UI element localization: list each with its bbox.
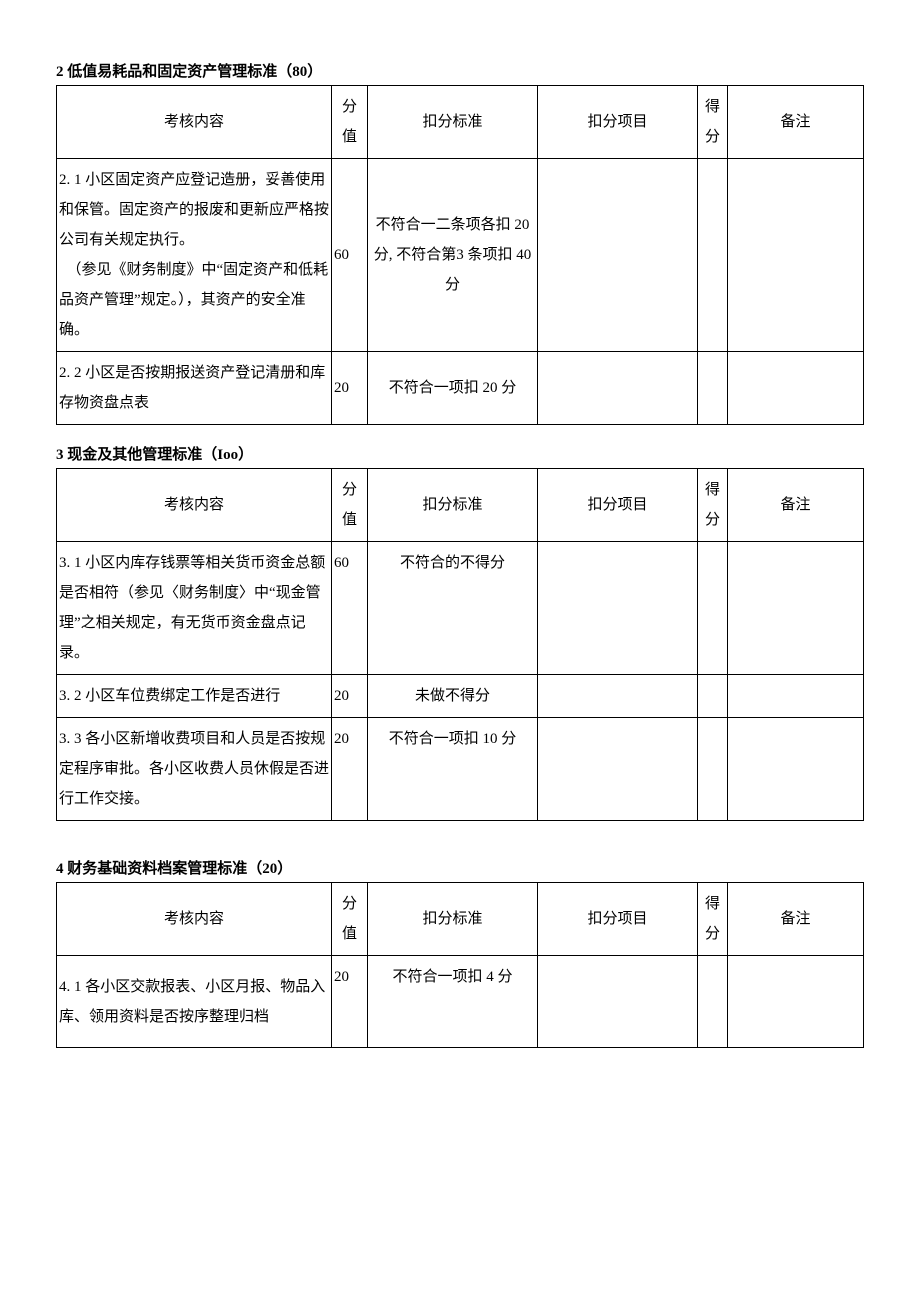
cell-score: 20: [332, 956, 368, 1048]
cell-note: [728, 352, 864, 425]
cell-score-got: [698, 159, 728, 352]
cell-score: 60: [332, 542, 368, 675]
cell-standard: 不符合一项扣 10 分: [368, 718, 538, 821]
assessment-table: 考核内容分值扣分标准扣分项目得分备注3. 1 小区内库存钱票等相关货币资金总额是…: [56, 468, 864, 821]
col-header-standard: 扣分标准: [368, 86, 538, 159]
cell-content: 4. 1 各小区交款报表、小区月报、物品入库、领用资料是否按序整理归档: [57, 956, 332, 1048]
col-header-item: 扣分项目: [538, 469, 698, 542]
cell-note: [728, 675, 864, 718]
cell-note: [728, 159, 864, 352]
cell-standard: 不符合一二条项各扣 20 分, 不符合第3 条项扣 40 分: [368, 159, 538, 352]
document-root: 2 低值易耗品和固定资产管理标准（80）考核内容分值扣分标准扣分项目得分备注2.…: [56, 60, 864, 1048]
cell-score: 60: [332, 159, 368, 352]
cell-deduction-item: [538, 352, 698, 425]
col-header-standard: 扣分标准: [368, 469, 538, 542]
cell-content: 2. 1 小区固定资产应登记造册，妥善使用和保管。固定资产的报废和更新应严格按公…: [57, 159, 332, 352]
col-header-get: 得分: [698, 469, 728, 542]
cell-standard: 未做不得分: [368, 675, 538, 718]
table-header-row: 考核内容分值扣分标准扣分项目得分备注: [57, 469, 864, 542]
cell-note: [728, 956, 864, 1048]
cell-score: 20: [332, 675, 368, 718]
table-row: 2. 1 小区固定资产应登记造册，妥善使用和保管。固定资产的报废和更新应严格按公…: [57, 159, 864, 352]
col-header-standard: 扣分标准: [368, 883, 538, 956]
assessment-table: 考核内容分值扣分标准扣分项目得分备注2. 1 小区固定资产应登记造册，妥善使用和…: [56, 85, 864, 425]
cell-deduction-item: [538, 542, 698, 675]
col-header-score: 分值: [332, 469, 368, 542]
section-title: 3 现金及其他管理标准（Ioo）: [56, 443, 864, 464]
cell-content: 3. 1 小区内库存钱票等相关货币资金总额是否相符（参见〈财务制度〉中“现金管理…: [57, 542, 332, 675]
col-header-get: 得分: [698, 883, 728, 956]
cell-content: 2. 2 小区是否按期报送资产登记清册和库存物资盘点表: [57, 352, 332, 425]
col-header-content: 考核内容: [57, 86, 332, 159]
col-header-note: 备注: [728, 469, 864, 542]
col-header-content: 考核内容: [57, 469, 332, 542]
cell-score-got: [698, 542, 728, 675]
cell-content: 3. 3 各小区新增收费项目和人员是否按规定程序审批。各小区收费人员休假是否进行…: [57, 718, 332, 821]
col-header-note: 备注: [728, 86, 864, 159]
cell-content: 3. 2 小区车位费绑定工作是否进行: [57, 675, 332, 718]
cell-deduction-item: [538, 159, 698, 352]
cell-note: [728, 542, 864, 675]
cell-score-got: [698, 956, 728, 1048]
table-row: 3. 3 各小区新增收费项目和人员是否按规定程序审批。各小区收费人员休假是否进行…: [57, 718, 864, 821]
cell-score: 20: [332, 718, 368, 821]
cell-deduction-item: [538, 956, 698, 1048]
col-header-note: 备注: [728, 883, 864, 956]
col-header-score: 分值: [332, 86, 368, 159]
cell-score-got: [698, 718, 728, 821]
cell-score: 20: [332, 352, 368, 425]
section-title: 4 财务基础资料档案管理标准（20）: [56, 857, 864, 878]
col-header-item: 扣分项目: [538, 86, 698, 159]
section-block: 2 低值易耗品和固定资产管理标准（80）考核内容分值扣分标准扣分项目得分备注2.…: [56, 60, 864, 425]
table-header-row: 考核内容分值扣分标准扣分项目得分备注: [57, 883, 864, 956]
cell-standard: 不符合的不得分: [368, 542, 538, 675]
table-row: 4. 1 各小区交款报表、小区月报、物品入库、领用资料是否按序整理归档20不符合…: [57, 956, 864, 1048]
cell-standard: 不符合一项扣 4 分: [368, 956, 538, 1048]
cell-deduction-item: [538, 718, 698, 821]
col-header-content: 考核内容: [57, 883, 332, 956]
table-row: 3. 1 小区内库存钱票等相关货币资金总额是否相符（参见〈财务制度〉中“现金管理…: [57, 542, 864, 675]
table-header-row: 考核内容分值扣分标准扣分项目得分备注: [57, 86, 864, 159]
col-header-item: 扣分项目: [538, 883, 698, 956]
col-header-get: 得分: [698, 86, 728, 159]
col-header-score: 分值: [332, 883, 368, 956]
table-row: 3. 2 小区车位费绑定工作是否进行20未做不得分: [57, 675, 864, 718]
cell-note: [728, 718, 864, 821]
cell-score-got: [698, 675, 728, 718]
table-row: 2. 2 小区是否按期报送资产登记清册和库存物资盘点表20不符合一项扣 20 分: [57, 352, 864, 425]
cell-deduction-item: [538, 675, 698, 718]
section-block: 4 财务基础资料档案管理标准（20）考核内容分值扣分标准扣分项目得分备注4. 1…: [56, 857, 864, 1048]
assessment-table: 考核内容分值扣分标准扣分项目得分备注4. 1 各小区交款报表、小区月报、物品入库…: [56, 882, 864, 1048]
section-block: 3 现金及其他管理标准（Ioo）考核内容分值扣分标准扣分项目得分备注3. 1 小…: [56, 443, 864, 821]
cell-standard: 不符合一项扣 20 分: [368, 352, 538, 425]
cell-score-got: [698, 352, 728, 425]
section-title: 2 低值易耗品和固定资产管理标准（80）: [56, 60, 864, 81]
